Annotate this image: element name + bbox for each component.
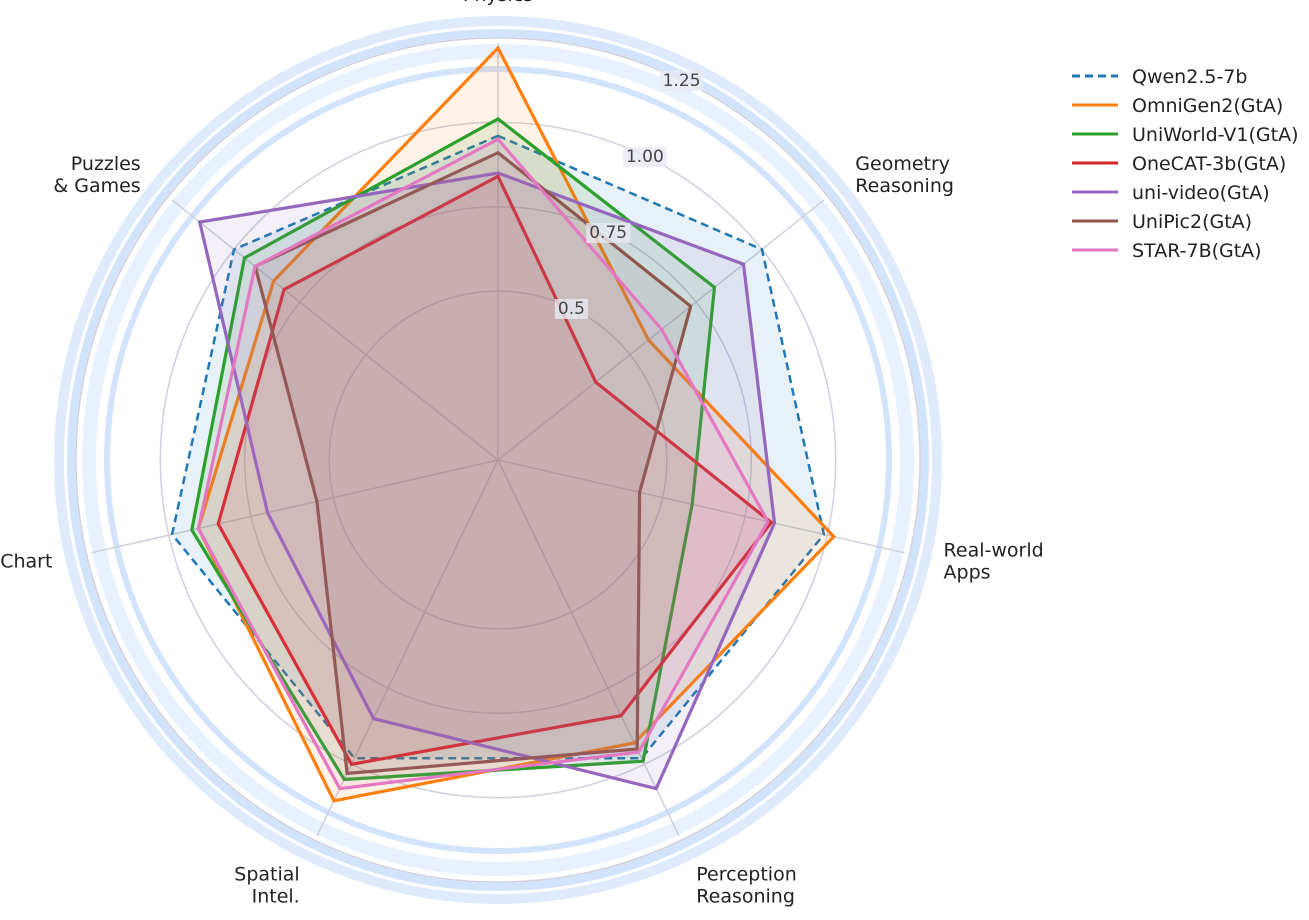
label-line: Apps bbox=[944, 562, 991, 584]
series-area bbox=[198, 48, 834, 801]
label-line: Reasoning bbox=[696, 886, 795, 908]
category-label: Puzzles & Games bbox=[53, 153, 140, 197]
legend-label: OneCAT-3b(GtA) bbox=[1132, 153, 1286, 175]
label-line: Puzzles bbox=[71, 153, 141, 175]
series-area bbox=[218, 176, 772, 765]
spoke bbox=[91, 459, 499, 554]
legend-label: Qwen2.5-7b bbox=[1132, 66, 1247, 88]
label-line: & Games bbox=[53, 175, 140, 197]
spoke bbox=[497, 459, 905, 554]
tick-bg bbox=[586, 222, 631, 243]
r-tick-label: 1.00 bbox=[626, 147, 664, 167]
category-label: Geometry Reasoning bbox=[855, 153, 954, 197]
tick-bg bbox=[622, 146, 667, 167]
tick-bg bbox=[659, 70, 704, 91]
spoke bbox=[497, 459, 680, 837]
category-label: Chart bbox=[0, 551, 52, 573]
label-line: Perception bbox=[696, 864, 796, 886]
label-line: Physics bbox=[463, 0, 533, 6]
label-line: Real-world bbox=[944, 540, 1044, 562]
frame-ring bbox=[54, 16, 942, 904]
series-line bbox=[197, 171, 777, 791]
r-tick-label: 1.25 bbox=[663, 71, 701, 91]
category-label: Perception Reasoning bbox=[696, 864, 796, 908]
label-line: Spatial bbox=[234, 864, 299, 886]
series-area bbox=[198, 139, 768, 789]
spoke bbox=[171, 199, 499, 461]
legend-label: uni-video(GtA) bbox=[1132, 182, 1270, 204]
series-area bbox=[191, 118, 715, 780]
series-line bbox=[253, 150, 693, 776]
category-label: Physics bbox=[463, 0, 533, 6]
label-line: Geometry bbox=[855, 153, 950, 175]
category-label: Real-world Apps bbox=[944, 540, 1044, 584]
series-area bbox=[199, 173, 775, 789]
legend-label: UniPic2(GtA) bbox=[1132, 211, 1252, 233]
label-line: Chart bbox=[0, 551, 52, 573]
r-tick-label: 0.75 bbox=[589, 223, 627, 243]
label-line: Intel. bbox=[252, 886, 300, 908]
category-label: Spatial Intel. bbox=[234, 864, 299, 908]
series-line bbox=[196, 137, 770, 791]
frame-ring bbox=[67, 29, 929, 891]
legend-label: UniWorld-V1(GtA) bbox=[1132, 124, 1299, 146]
r-tick-label: 0.5 bbox=[558, 299, 585, 319]
grid-circle bbox=[75, 37, 921, 883]
series-area bbox=[172, 135, 824, 759]
legend-label: STAR-7B(GtA) bbox=[1132, 240, 1262, 262]
label-line: Reasoning bbox=[855, 175, 954, 197]
legend-label: OmniGen2(GtA) bbox=[1132, 95, 1283, 117]
tick-bg bbox=[554, 298, 588, 319]
